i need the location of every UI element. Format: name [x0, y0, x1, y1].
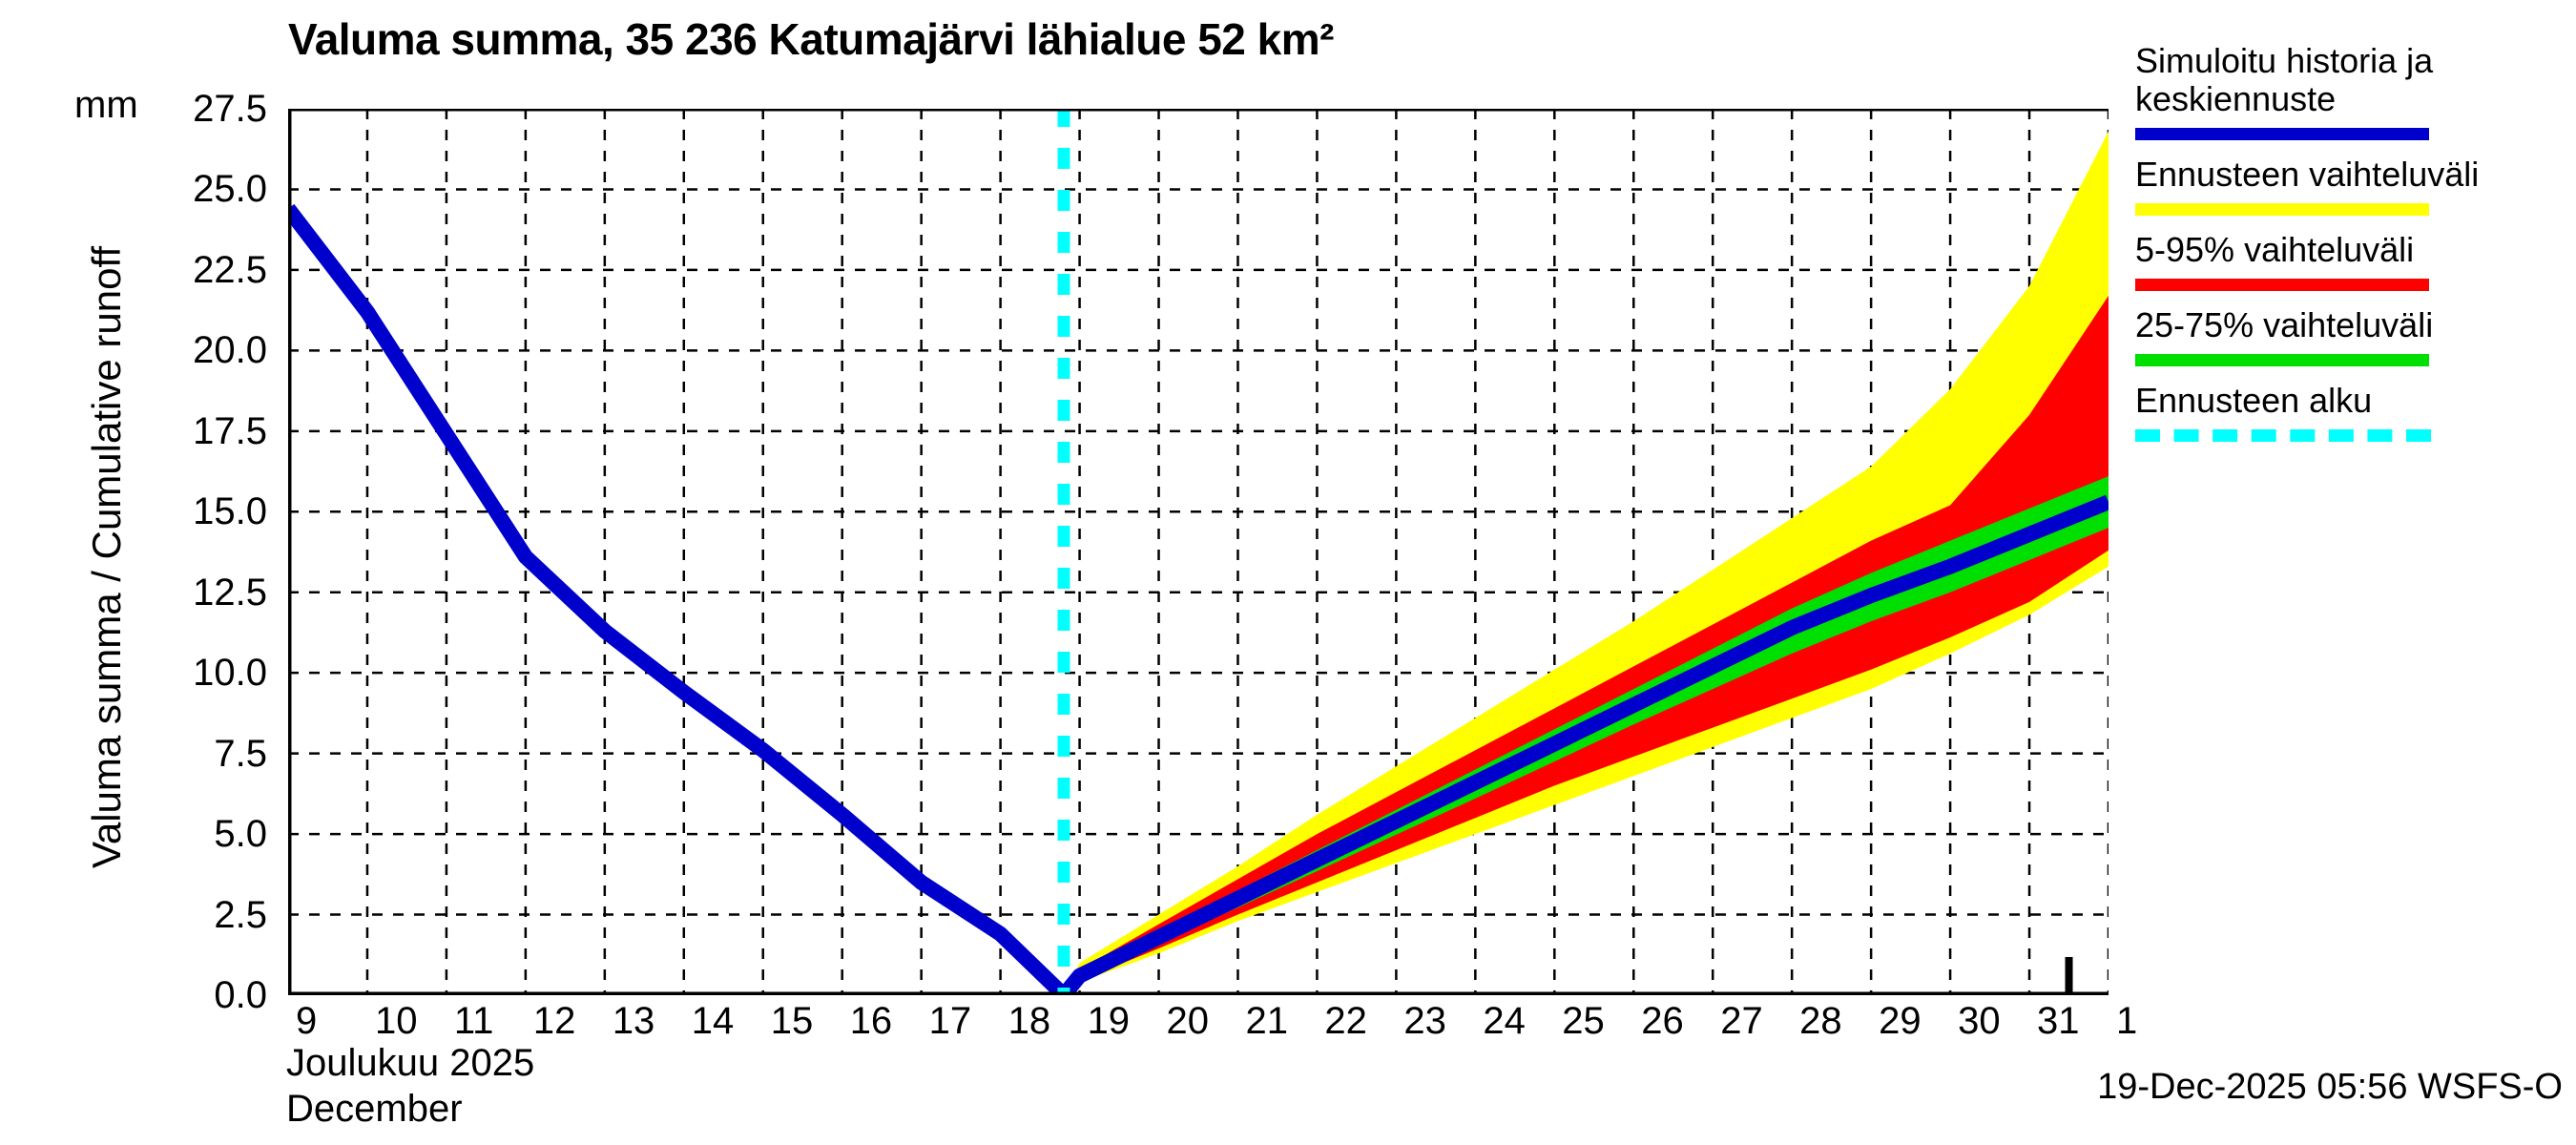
y-axis-tick: 7.5: [214, 732, 267, 775]
legend-item-forecast-range: Ennusteen vaihteluväli: [2135, 156, 2574, 216]
x-axis-tick: 10: [374, 1000, 418, 1042]
x-axis-tick: 30: [1958, 1000, 2001, 1042]
legend-swatch-simulated-history-mean-forecast: [2135, 128, 2429, 140]
legend-label: Ennusteen vaihteluväli: [2135, 155, 2480, 194]
x-axis-tick: 22: [1324, 1000, 1367, 1042]
x-axis-tick: 25: [1562, 1000, 1605, 1042]
plot-area: [288, 109, 2109, 995]
x-axis-tick: 14: [691, 1000, 735, 1042]
legend-label: Simuloitu historia ja keskiennuste: [2135, 41, 2434, 118]
x-axis-tick: 21: [1245, 1000, 1288, 1042]
chart-title: Valuma summa, 35 236 Katumajärvi lähialu…: [288, 14, 1334, 64]
legend-swatch-forecast-range: [2135, 203, 2429, 216]
legend-item-range-5-95: 5-95% vaihteluväli: [2135, 231, 2574, 291]
x-axis-tick: 1: [2116, 1000, 2138, 1042]
x-axis-tick: 15: [770, 1000, 814, 1042]
x-axis-tick: 24: [1483, 1000, 1526, 1042]
x-axis-tick: 28: [1799, 1000, 1842, 1042]
legend-swatch-forecast-start: [2135, 429, 2431, 442]
x-axis-tick: 16: [849, 1000, 893, 1042]
footer-timestamp: 19-Dec-2025 05:56 WSFS-O: [2097, 1067, 2563, 1107]
x-axis-tick: 29: [1879, 1000, 1922, 1042]
x-axis-tick: 11: [453, 1000, 494, 1042]
y-axis-unit: mm: [74, 84, 138, 126]
legend-swatch-range-5-95: [2135, 279, 2429, 291]
x-axis-tick: 17: [928, 1000, 972, 1042]
x-axis-caption: Joulukuu 2025 December: [286, 1040, 534, 1132]
x-axis-tick: 9: [296, 1000, 318, 1042]
y-axis-tick: 15.0: [193, 490, 267, 533]
legend-label: Ennusteen alku: [2135, 381, 2373, 420]
x-axis-tick: 18: [1008, 1000, 1051, 1042]
chart-canvas: [288, 109, 2109, 995]
y-axis-tick: 27.5: [193, 88, 267, 130]
legend-item-range-25-75: 25-75% vaihteluväli: [2135, 306, 2574, 366]
legend-item-simulated-history-mean-forecast: Simuloitu historia ja keskiennuste: [2135, 42, 2574, 140]
y-axis-tick: 5.0: [214, 813, 267, 856]
x-axis-tick: 26: [1641, 1000, 1684, 1042]
y-axis-tick: 25.0: [193, 168, 267, 211]
x-axis-tick: 13: [612, 1000, 655, 1042]
legend: Simuloitu historia ja keskiennuste Ennust…: [2135, 42, 2574, 457]
x-axis-tick: 23: [1403, 1000, 1446, 1042]
x-axis-tick: 31: [2037, 1000, 2080, 1042]
legend-item-forecast-start: Ennusteen alku: [2135, 382, 2574, 442]
x-axis-tick: 12: [532, 1000, 576, 1042]
legend-label: 25-75% vaihteluväli: [2135, 305, 2434, 344]
x-axis-caption-fi: Joulukuu 2025: [286, 1042, 535, 1084]
legend-swatch-range-25-75: [2135, 354, 2429, 366]
series-line-history-mean: [288, 203, 2109, 995]
y-axis-tick: 12.5: [193, 571, 267, 614]
y-axis-tick: 22.5: [193, 248, 267, 291]
y-axis-tick-labels: 27.5 25.0 22.5 20.0 17.5 15.0 12.5 10.0 7.5 5.0 2.…: [105, 0, 267, 1145]
y-axis-tick: 2.5: [214, 893, 267, 936]
x-axis-tick: 20: [1166, 1000, 1210, 1042]
y-axis-tick: 0.0: [214, 974, 267, 1016]
x-axis-tick: 19: [1087, 1000, 1131, 1042]
x-axis-tick: 27: [1720, 1000, 1763, 1042]
y-axis-tick: 20.0: [193, 329, 267, 372]
x-axis-caption-en: December: [286, 1088, 463, 1130]
legend-label: 5-95% vaihteluväli: [2135, 230, 2415, 269]
y-axis-tick: 17.5: [193, 409, 267, 452]
y-axis-tick: 10.0: [193, 652, 267, 695]
x-axis-tick-labels: 9 10 11 12 13 14 15 16 17 18 19 20 21 22 23 24 25 26 27 28 2…: [0, 998, 2576, 1055]
